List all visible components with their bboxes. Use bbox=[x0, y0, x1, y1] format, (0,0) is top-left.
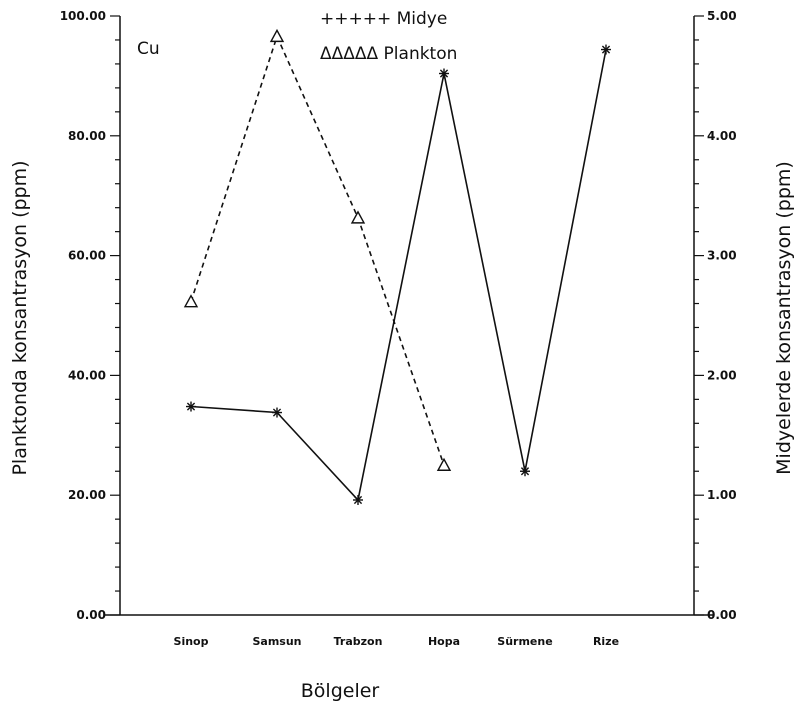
right-tick-label: 2.00 bbox=[707, 368, 737, 382]
marker-plankton bbox=[436, 457, 452, 471]
left-tick-label: 20.00 bbox=[68, 488, 106, 502]
marker-plankton bbox=[350, 210, 366, 224]
legend-midye: +++++ Midye bbox=[320, 9, 447, 29]
right-tick-label: 0.00 bbox=[707, 608, 737, 622]
right-tick-label: 5.00 bbox=[707, 9, 737, 23]
marker-midye bbox=[272, 407, 282, 418]
right-tick-label: 4.00 bbox=[707, 129, 737, 143]
marker-midye bbox=[520, 466, 530, 477]
legend: +++++ Midye ΔΔΔΔΔ Plankton bbox=[320, 9, 457, 64]
left-axis-title: Planktonda konsantrasyon (ppm) bbox=[9, 160, 31, 475]
marker-plankton bbox=[183, 294, 199, 308]
left-tick-label: 100.00 bbox=[60, 9, 106, 23]
legend-plankton: ΔΔΔΔΔ Plankton bbox=[320, 44, 457, 64]
marker-midye bbox=[439, 68, 449, 79]
category-label: Sinop bbox=[174, 635, 209, 648]
marker-midye bbox=[353, 494, 363, 505]
series-line-plankton bbox=[190, 34, 445, 466]
category-label: Trabzon bbox=[334, 635, 383, 648]
category-label: Sürmene bbox=[497, 635, 552, 648]
left-tick-label: 0.00 bbox=[76, 608, 106, 622]
category-label: Samsun bbox=[252, 635, 301, 648]
series-layer bbox=[183, 28, 611, 505]
cu-annotation: Cu bbox=[137, 39, 160, 59]
marker-midye bbox=[186, 401, 196, 412]
category-label: Hopa bbox=[428, 635, 460, 648]
left-tick-label: 80.00 bbox=[68, 129, 106, 143]
marker-plankton bbox=[269, 28, 285, 43]
marker-midye bbox=[601, 44, 611, 55]
right-tick-label: 1.00 bbox=[707, 488, 737, 502]
x-axis-title: Bölgeler bbox=[301, 680, 380, 702]
category-label: Rize bbox=[593, 635, 619, 648]
right-axis-title: Midyelerde konsantrasyon (ppm) bbox=[773, 161, 794, 475]
left-tick-label: 40.00 bbox=[68, 368, 106, 382]
series-line-midye bbox=[190, 49, 607, 502]
left-tick-label: 60.00 bbox=[68, 249, 106, 263]
axes: 0.00 20.00 40.00 60.00 80.00 100.00 0.00 1.00 2.… bbox=[60, 9, 737, 648]
right-tick-label: 3.00 bbox=[707, 249, 737, 263]
